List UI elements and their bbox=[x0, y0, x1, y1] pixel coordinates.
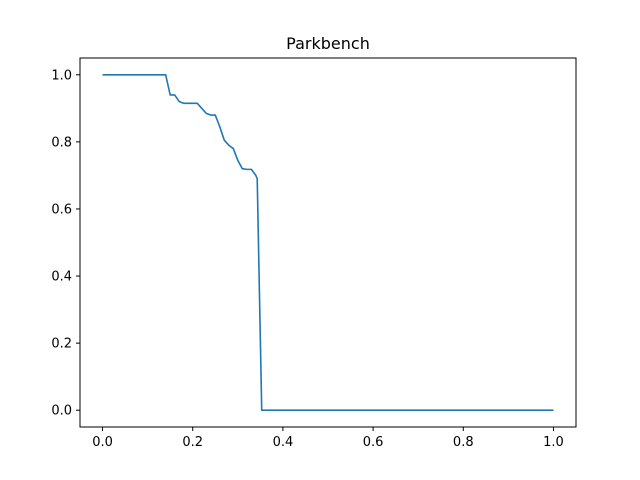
y-tick-label: 1.0 bbox=[51, 68, 72, 83]
y-tick-label: 0.6 bbox=[51, 202, 72, 217]
y-axis: 0.0 0.2 0.4 0.6 0.8 1.0 bbox=[51, 68, 80, 419]
axes-frame bbox=[79, 57, 577, 428]
y-tick-label: 0.2 bbox=[51, 337, 72, 352]
plot-area bbox=[102, 73, 554, 412]
x-axis: 0.0 0.2 0.4 0.6 0.8 1.0 bbox=[92, 427, 564, 450]
x-tick-label: 0.8 bbox=[453, 435, 474, 450]
y-tick-label: 0.0 bbox=[51, 404, 72, 419]
chart-title: Parkbench bbox=[286, 34, 370, 53]
x-tick-label: 0.6 bbox=[363, 435, 384, 450]
x-tick-label: 0.4 bbox=[273, 435, 294, 450]
x-tick-label: 0.0 bbox=[92, 435, 113, 450]
series-line-0 bbox=[102, 73, 554, 412]
y-tick-label: 0.8 bbox=[51, 135, 72, 150]
x-tick-label: 0.2 bbox=[182, 435, 203, 450]
x-tick-label: 1.0 bbox=[543, 435, 564, 450]
y-tick-label: 0.4 bbox=[51, 270, 72, 285]
